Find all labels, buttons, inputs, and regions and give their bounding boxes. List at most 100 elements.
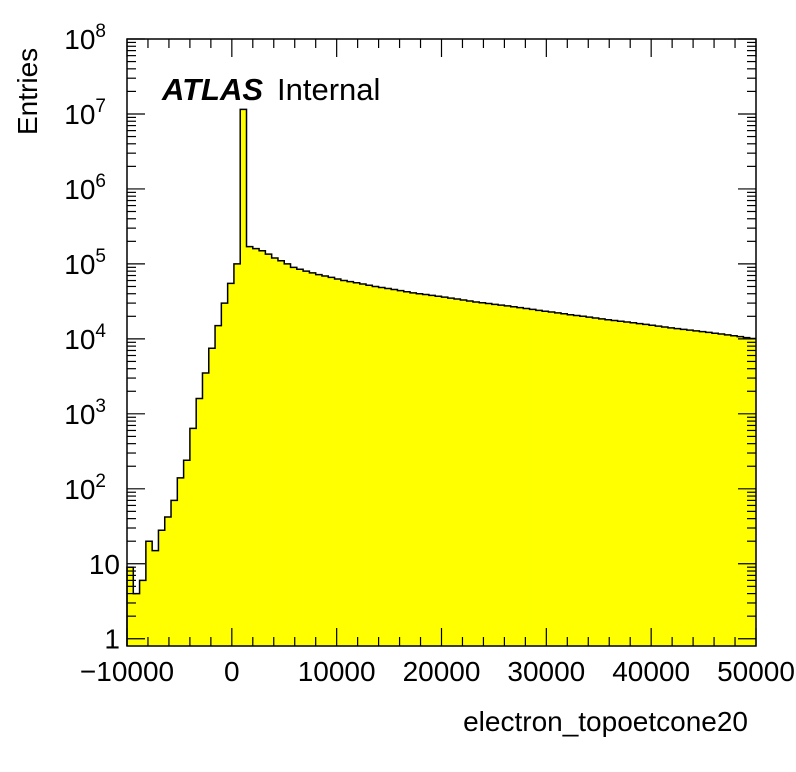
histogram-bin (309, 272, 316, 646)
histogram-bin (422, 294, 430, 646)
histogram-bin (743, 337, 751, 646)
histogram-bin (177, 477, 184, 646)
histogram-bin (699, 331, 706, 646)
histogram-bin (208, 348, 216, 646)
histogram-bin (347, 281, 354, 646)
histogram-bin (202, 373, 210, 646)
histogram-bin (592, 317, 600, 646)
histogram-bin (428, 295, 436, 646)
histogram-bin (366, 285, 373, 646)
histogram-bin (529, 309, 537, 646)
histogram-bin (259, 250, 266, 646)
histogram-bin (252, 248, 260, 646)
histogram-bin (567, 314, 574, 646)
histogram-bin (579, 316, 587, 646)
histogram-bin (460, 300, 467, 646)
histogram-bin (227, 283, 235, 646)
histogram-bin (516, 307, 524, 646)
histogram-bin (730, 335, 738, 646)
y-tick-label: 107 (64, 96, 106, 130)
histogram-bin (510, 306, 518, 646)
histogram-bin (611, 320, 618, 646)
histogram-bin (215, 325, 222, 646)
histogram-bin (498, 305, 505, 646)
y-tick-label: 1 (104, 624, 120, 655)
histogram-bin (183, 460, 191, 646)
x-tick-label: 50000 (717, 656, 795, 687)
histogram-bin (271, 257, 279, 646)
y-tick-label: 104 (64, 321, 106, 355)
histogram-bin (403, 291, 411, 646)
histogram-bin (667, 327, 675, 646)
histogram-bin (554, 312, 562, 646)
histogram-bin (680, 329, 688, 646)
histogram-bin (454, 299, 461, 646)
histogram-bin (598, 318, 606, 646)
histogram-bin (164, 517, 172, 646)
x-axis-label: electron_topoetcone20 (463, 706, 748, 737)
histogram-bin (139, 580, 147, 646)
histogram-bin (378, 287, 386, 646)
histogram-bin (133, 593, 140, 646)
histogram-bin (290, 267, 298, 646)
histogram-bin (441, 297, 449, 646)
histogram-bin (466, 301, 474, 646)
histogram-bin (384, 288, 392, 646)
histogram-bin (158, 530, 166, 646)
histogram-bin (686, 330, 694, 646)
histogram-bin (548, 312, 556, 646)
histogram-bin (586, 317, 593, 646)
histogram-bin (410, 292, 417, 646)
histogram-bin (617, 321, 625, 646)
histogram-bin (523, 308, 530, 646)
histogram-bin (340, 280, 348, 646)
histogram-bin (391, 289, 398, 646)
histogram-bin (655, 326, 662, 646)
histogram-outline (126, 108, 756, 646)
x-tick-label: 20000 (403, 656, 481, 687)
histogram-bin (737, 336, 744, 646)
y-axis-label: Entries (12, 47, 43, 135)
histogram-bin (605, 319, 612, 646)
histogram-bin (693, 330, 700, 646)
y-tick-label: 106 (64, 171, 106, 205)
histogram-bin (189, 428, 197, 646)
histogram-bin (636, 323, 644, 646)
histogram-bin (315, 274, 323, 646)
histogram-bin (642, 324, 650, 646)
histogram-bin (145, 541, 153, 646)
x-tick-label: 10000 (298, 656, 376, 687)
histogram-bin (623, 321, 631, 646)
histogram-bin (479, 302, 486, 646)
histogram-bin (472, 302, 480, 646)
histogram-bin (328, 277, 335, 646)
histogram-bin (573, 315, 581, 646)
histogram-bin (246, 246, 254, 646)
histogram-bin (416, 293, 423, 646)
x-tick-label: 30000 (507, 656, 585, 687)
histogram-bin (372, 286, 379, 646)
histogram-bin (303, 271, 310, 646)
histogram-bin (724, 334, 732, 646)
histogram-bin (705, 332, 713, 646)
y-tick-label: 10 (89, 549, 120, 580)
histogram-bin (491, 304, 499, 646)
histogram-bin (661, 327, 669, 646)
histogram-bin (284, 263, 291, 646)
histogram-bin (127, 567, 134, 646)
x-tick-label: 0 (224, 656, 240, 687)
y-tick-label: 103 (64, 396, 106, 430)
y-tick-label: 105 (64, 246, 106, 280)
x-tick-label: −10000 (80, 656, 174, 687)
histogram-bin (397, 290, 405, 646)
histogram-bin (561, 313, 568, 646)
histogram-bin (321, 275, 329, 646)
histogram-bin (353, 282, 361, 646)
histogram-bin (542, 311, 549, 646)
histogram-bin (718, 334, 725, 646)
histogram-bin (504, 305, 511, 646)
experiment-label: ATLAS (162, 72, 264, 107)
histogram-bin (152, 550, 159, 646)
y-tick-label: 108 (64, 21, 106, 55)
